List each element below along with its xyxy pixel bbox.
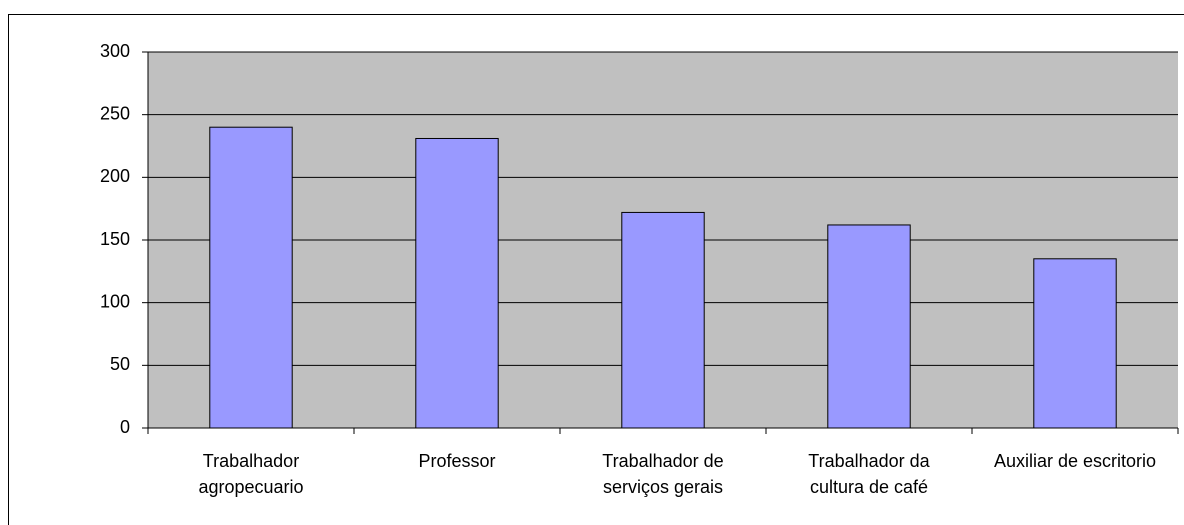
x-tick-label: Trabalhador de serviços gerais <box>602 451 724 497</box>
y-tick-label: 300 <box>100 41 130 61</box>
bar <box>1033 258 1117 429</box>
y-tick-label: 200 <box>100 166 130 186</box>
y-tick-label: 250 <box>100 103 130 123</box>
x-tick-label: Trabalhador agropecuario <box>198 451 304 497</box>
y-tick-label: 100 <box>100 291 130 311</box>
x-tick-label: Professor <box>418 451 496 471</box>
bar <box>209 126 293 429</box>
bar <box>621 211 705 429</box>
bar <box>827 224 911 429</box>
y-tick-label: 50 <box>110 354 130 374</box>
x-tick-label: Trabalhador da cultura de café <box>808 451 930 497</box>
y-tick-label: 150 <box>100 229 130 249</box>
x-tick-label: Auxiliar de escritorio <box>993 451 1157 471</box>
bar <box>415 137 499 429</box>
y-tick-label: 0 <box>120 417 130 437</box>
